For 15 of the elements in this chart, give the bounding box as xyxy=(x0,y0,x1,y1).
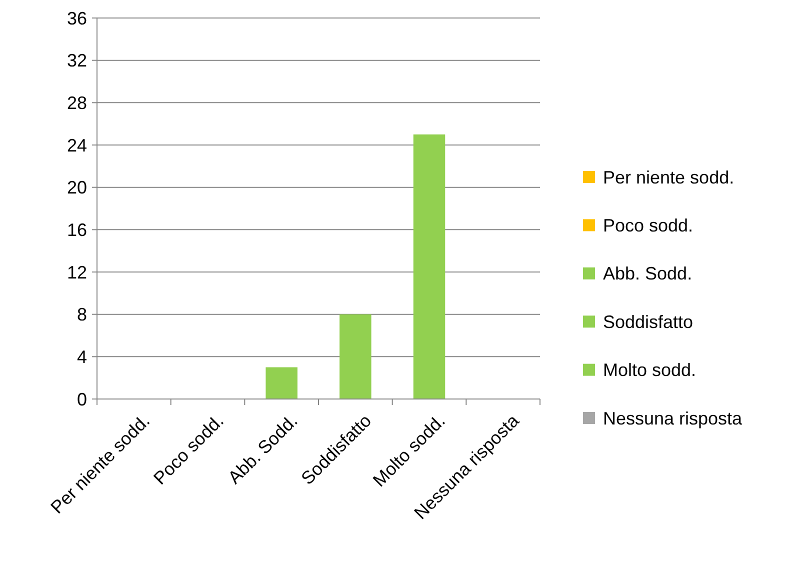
legend-label: Soddisfatto xyxy=(603,312,694,332)
y-tick-label: 0 xyxy=(76,389,87,410)
y-tick-label: 36 xyxy=(66,8,87,28)
y-tick-label: 8 xyxy=(76,304,87,325)
legend-label: Poco sodd. xyxy=(603,216,694,236)
y-tick-label: 12 xyxy=(66,262,87,282)
y-tick-label: 16 xyxy=(66,220,87,240)
y-tick-label: 4 xyxy=(76,346,87,367)
legend-label: Abb. Sodd. xyxy=(603,264,692,284)
y-tick-label: 24 xyxy=(66,135,87,156)
legend-label: Per niente sodd. xyxy=(603,167,734,188)
y-tick-label: 20 xyxy=(66,178,87,198)
y-tick-label: 28 xyxy=(66,92,87,113)
y-tick-label: 32 xyxy=(66,50,87,71)
legend-label: Molto sodd. xyxy=(603,360,696,380)
